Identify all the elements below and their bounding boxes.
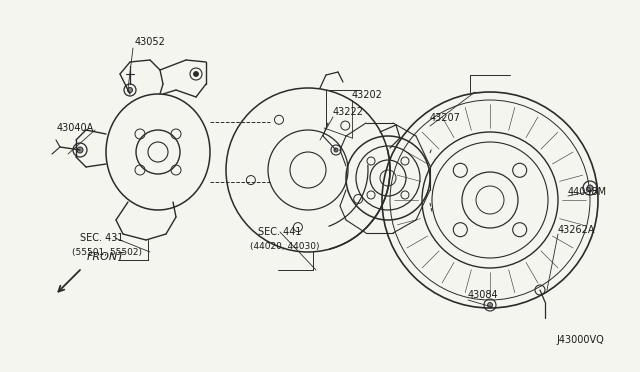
Text: 43222: 43222 bbox=[333, 107, 364, 117]
Text: (55501, 55502): (55501, 55502) bbox=[72, 247, 142, 257]
Circle shape bbox=[488, 302, 493, 308]
Text: FRONT: FRONT bbox=[87, 252, 125, 262]
Circle shape bbox=[587, 185, 593, 191]
Text: 43262A: 43262A bbox=[558, 225, 595, 235]
Text: SEC. 441: SEC. 441 bbox=[258, 227, 301, 237]
Circle shape bbox=[127, 87, 132, 93]
Circle shape bbox=[334, 148, 338, 152]
Text: J43000VQ: J43000VQ bbox=[556, 335, 604, 345]
Text: 43052: 43052 bbox=[135, 37, 166, 47]
Circle shape bbox=[77, 147, 83, 153]
Text: 43040A: 43040A bbox=[57, 123, 94, 133]
Text: SEC. 431: SEC. 431 bbox=[80, 233, 124, 243]
Text: 43207: 43207 bbox=[430, 113, 461, 123]
Text: (44020, 44030): (44020, 44030) bbox=[250, 241, 319, 250]
Circle shape bbox=[193, 71, 198, 77]
Text: 43084: 43084 bbox=[468, 290, 499, 300]
Text: 43202: 43202 bbox=[352, 90, 383, 100]
Text: 44098M: 44098M bbox=[568, 187, 607, 197]
